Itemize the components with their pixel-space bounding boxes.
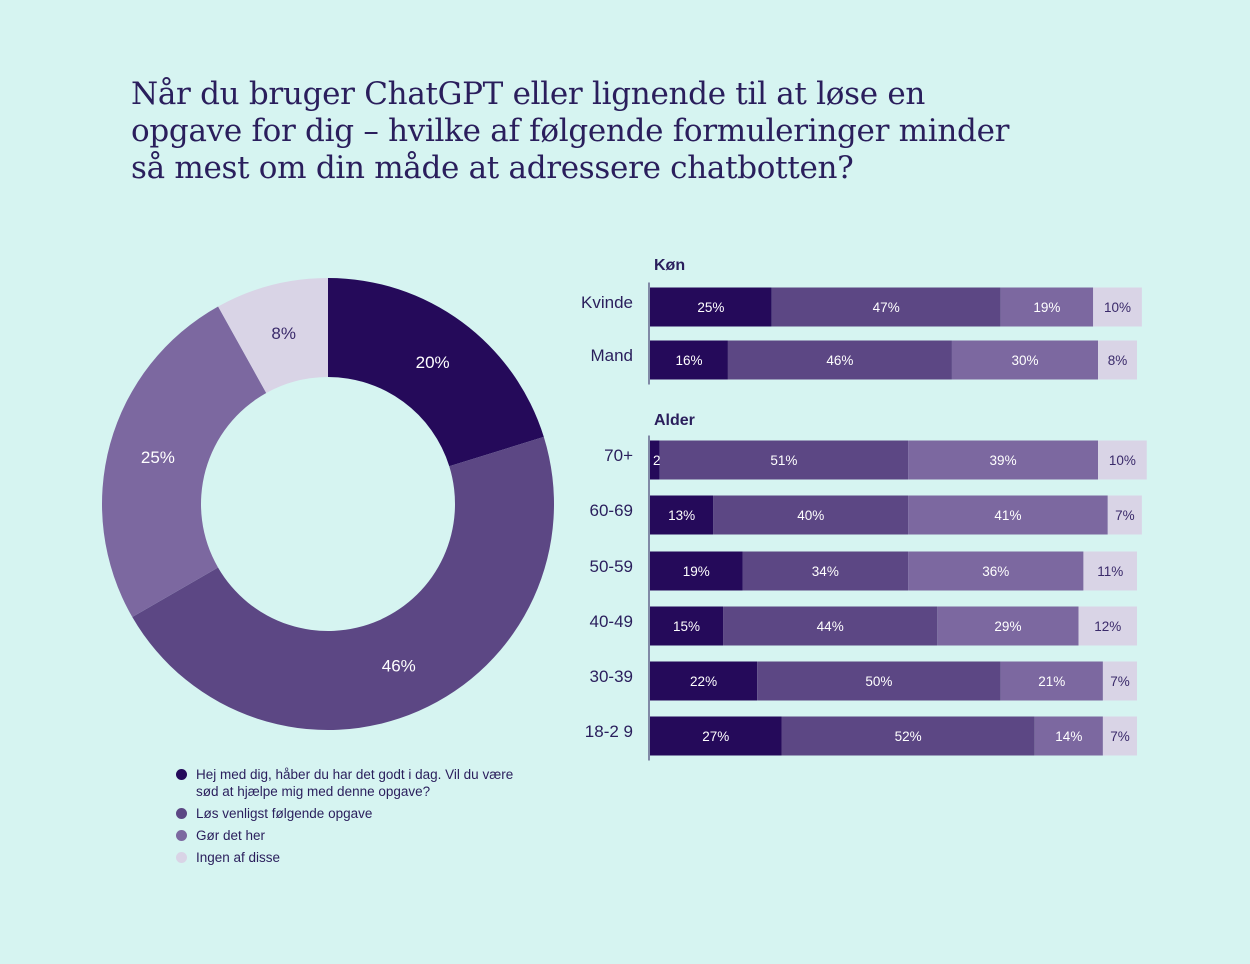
row-label: 50-59 (590, 557, 633, 576)
donut-chart: 20% 46% 25% 8% (101, 278, 554, 730)
bar-segment (1034, 716, 1103, 756)
bar-value-label: 22% (690, 674, 717, 689)
bar-segment (650, 340, 728, 380)
legend-dot-icon (176, 830, 187, 841)
bar-value-label: 36% (982, 564, 1009, 579)
bar-segment (650, 440, 660, 480)
bar-segment (908, 495, 1108, 535)
bar-segment (1000, 661, 1103, 701)
bar-value-label: 39% (990, 453, 1017, 468)
group-heading: Køn (654, 257, 685, 274)
bar-segment (951, 340, 1099, 380)
donut-slice (132, 436, 554, 730)
row-label: 60-69 (590, 501, 633, 520)
bar-segment (650, 606, 724, 646)
bar-value-label: 10% (1109, 453, 1136, 468)
bar-segment (742, 551, 909, 591)
stacked-bar-chart: Køn Kvinde 25% 47% 19% 10% Mand 16% 46% 30% 8% Alde… (581, 257, 1147, 761)
donut-slice (101, 306, 267, 617)
bar-value-label: 8% (1108, 353, 1128, 368)
bar-value-label: 30% (1011, 353, 1038, 368)
bar-segment (771, 287, 1001, 327)
bar-value-label: 50% (865, 674, 892, 689)
bar-segment (1093, 287, 1142, 327)
bar-value-label: 44% (817, 619, 844, 634)
group-heading: Alder (654, 412, 695, 429)
chart-title: Når du bruger ChatGPT eller lignende til… (131, 76, 1010, 186)
donut-slice-label: 25% (141, 448, 175, 467)
bar-segment (908, 440, 1099, 480)
bar-value-label: 19% (1033, 300, 1060, 315)
donut-slice-label: 8% (271, 324, 296, 343)
bar-value-label: 14% (1055, 729, 1082, 744)
bar-value-label: 40% (797, 508, 824, 523)
bar-segment (650, 661, 758, 701)
legend-label: Hej med dig, håber du har det godt i dag… (196, 767, 514, 799)
legend-label: Løs venligst følgende opgave (196, 806, 373, 821)
bar-value-label: 29% (994, 619, 1021, 634)
donut-slice (218, 278, 328, 394)
bar-value-label: 10% (1104, 300, 1131, 315)
bar-value-label: 47% (873, 300, 900, 315)
donut-slice (328, 278, 544, 467)
bar-value-label: 16% (675, 353, 702, 368)
legend-item: Ingen af disse (176, 849, 536, 866)
bar-segment (727, 340, 952, 380)
bar-value-label: 21% (1038, 674, 1065, 689)
row-label: 30-39 (590, 667, 633, 686)
row-label: Mand (590, 346, 633, 365)
bar-segment (908, 551, 1084, 591)
legend-item: Løs venligst følgende opgave (176, 805, 536, 822)
bar-segment (1102, 661, 1137, 701)
bar-segment (1083, 551, 1137, 591)
bar-value-label: 11% (1097, 564, 1123, 579)
legend-dot-icon (176, 852, 187, 863)
row-label: 40-49 (590, 612, 633, 631)
bar-value-label: 27% (702, 729, 729, 744)
bar-value-label: 52% (895, 729, 922, 744)
row-label: 18-2 9 (585, 722, 633, 741)
legend-item: Hej med dig, håber du har det godt i dag… (176, 766, 536, 800)
bar-value-label: 7% (1115, 508, 1135, 523)
bar-value-label: 13% (668, 508, 695, 523)
bar-segment (650, 551, 743, 591)
legend-item: Gør det her (176, 827, 536, 844)
bar-segment (713, 495, 909, 535)
legend-dot-icon (176, 769, 187, 780)
bar-segment (1078, 606, 1137, 646)
bar-value-label: 25% (697, 300, 724, 315)
legend: Hej med dig, håber du har det godt i dag… (176, 766, 536, 871)
bar-value-label: 46% (826, 353, 853, 368)
bar-segment (757, 661, 1001, 701)
bar-value-label: 41% (994, 508, 1021, 523)
bar-segment (650, 716, 782, 756)
donut-slice-label: 46% (382, 657, 416, 676)
bar-segment (781, 716, 1035, 756)
legend-dot-icon (176, 808, 187, 819)
legend-label: Ingen af disse (196, 850, 281, 865)
bar-value-label: 15% (673, 619, 700, 634)
bar-value-label: 7% (1110, 729, 1130, 744)
bar-segment (723, 606, 938, 646)
bar-segment (659, 440, 909, 480)
row-label: Kvinde (581, 293, 633, 312)
donut-slice-label: 20% (416, 353, 450, 372)
bar-value-label: 51% (770, 453, 797, 468)
bar-value-label: 7% (1110, 674, 1130, 689)
bar-value-label: 34% (812, 564, 839, 579)
bar-value-label: 12% (1094, 619, 1121, 634)
bar-segment (1107, 495, 1142, 535)
bar-segment (650, 287, 772, 327)
bar-segment (1098, 440, 1147, 480)
bar-segment (937, 606, 1079, 646)
bar-segment (1000, 287, 1094, 327)
bar-value-label: 19% (683, 564, 710, 579)
legend-label: Gør det her (196, 828, 266, 843)
bar-segment (1098, 340, 1137, 380)
row-label: 70+ (604, 446, 633, 465)
bar-segment (1102, 716, 1137, 756)
bar-segment (650, 495, 714, 535)
